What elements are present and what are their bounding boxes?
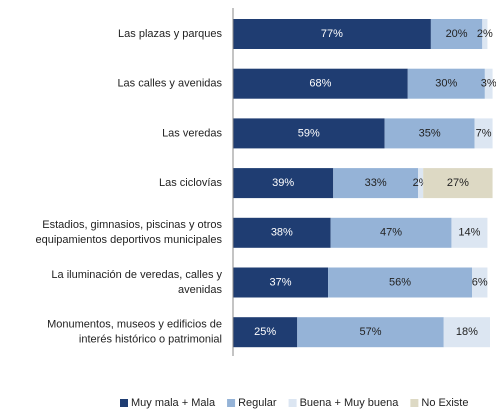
category-label: avenidas bbox=[178, 284, 223, 296]
value-label: 2% bbox=[477, 28, 493, 40]
value-label: 77% bbox=[321, 28, 343, 40]
legend-label: Muy mala + Mala bbox=[131, 397, 216, 409]
value-label: 68% bbox=[309, 78, 331, 90]
value-label: 30% bbox=[435, 78, 457, 90]
category-label: La iluminación de veredas, calles y bbox=[51, 269, 222, 281]
value-label: 38% bbox=[271, 227, 293, 239]
bar-segment bbox=[443, 317, 490, 348]
category-label: Las plazas y parques bbox=[118, 28, 222, 40]
value-label: 39% bbox=[272, 177, 294, 189]
bar-segment bbox=[384, 118, 475, 149]
value-label: 3% bbox=[481, 78, 496, 90]
bar-segment bbox=[472, 267, 488, 298]
legend-label: No Existe bbox=[421, 397, 468, 409]
value-label: 59% bbox=[298, 127, 320, 139]
value-label: 33% bbox=[365, 177, 387, 189]
value-label: 35% bbox=[419, 127, 441, 139]
value-label: 6% bbox=[472, 276, 488, 288]
bar-segment bbox=[333, 168, 419, 199]
bar-segment bbox=[233, 317, 298, 348]
category-label: interés histórico o patrimonial bbox=[79, 334, 222, 346]
value-label: 7% bbox=[476, 127, 492, 139]
legend-swatch bbox=[120, 399, 128, 407]
legend-label: Buena + Muy buena bbox=[300, 397, 400, 409]
legend-swatch bbox=[227, 399, 236, 407]
legend-swatch bbox=[410, 399, 419, 407]
value-label: 37% bbox=[270, 276, 292, 288]
bar-segment bbox=[423, 168, 493, 199]
value-label: 25% bbox=[254, 326, 276, 338]
value-label: 18% bbox=[456, 326, 478, 338]
value-label: 27% bbox=[447, 177, 469, 189]
bar-segment bbox=[233, 217, 331, 248]
bar-segment bbox=[484, 68, 493, 99]
value-label: 57% bbox=[359, 326, 381, 338]
bar-segment bbox=[451, 217, 488, 248]
bar-segment bbox=[233, 68, 408, 99]
category-label: Las calles y avenidas bbox=[117, 78, 222, 90]
bar-segment bbox=[233, 19, 431, 49]
category-label: Estadios, gimnasios, piscinas y otros bbox=[42, 219, 222, 231]
bar-segment bbox=[233, 267, 329, 298]
value-label: 20% bbox=[446, 28, 468, 40]
bar-segment bbox=[418, 168, 424, 199]
legend-label: Regular bbox=[238, 397, 277, 409]
bar-segment bbox=[297, 317, 444, 348]
category-label: Las veredas bbox=[162, 127, 222, 139]
bar-segment bbox=[328, 267, 473, 298]
category-label: Las ciclovías bbox=[159, 177, 222, 189]
bar-segment bbox=[482, 19, 488, 49]
value-label: 47% bbox=[380, 227, 402, 239]
category-label: Monumentos, museos y edificios de bbox=[47, 319, 222, 331]
bar-segment bbox=[233, 118, 385, 149]
value-label: 56% bbox=[389, 276, 411, 288]
category-label: equipamientos deportivos municipales bbox=[36, 234, 223, 246]
legend-swatch bbox=[288, 399, 297, 407]
bar-segment bbox=[330, 217, 452, 248]
bar-segment bbox=[233, 168, 334, 199]
bar-segment bbox=[407, 68, 485, 99]
bar-segment bbox=[474, 118, 493, 149]
value-label: 14% bbox=[458, 227, 480, 239]
bar-segment bbox=[430, 19, 483, 49]
